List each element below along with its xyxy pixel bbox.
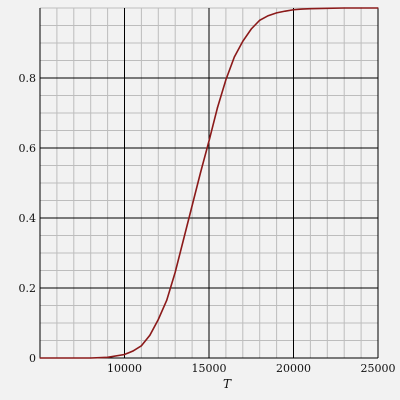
- data-point: [149, 334, 151, 336]
- data-point: [377, 7, 379, 9]
- data-point: [216, 107, 219, 109]
- data-point: [276, 12, 278, 14]
- x-tick-label: 25000: [361, 362, 396, 375]
- y-tick-label: 0: [29, 352, 36, 365]
- data-point: [259, 19, 261, 21]
- data-point: [123, 353, 126, 356]
- data-point: [174, 271, 176, 273]
- data-point: [309, 8, 311, 10]
- data-point: [301, 8, 303, 10]
- data-point: [242, 40, 244, 42]
- x-tick-label: 10000: [107, 362, 142, 375]
- data-point: [157, 318, 159, 321]
- y-tick-label: 0.4: [19, 212, 37, 225]
- y-tick-label: 0.2: [19, 282, 37, 295]
- data-point: [208, 140, 210, 142]
- data-point: [233, 56, 235, 58]
- series-line: [40, 7, 378, 359]
- y-tick-label: 0.6: [19, 142, 37, 155]
- data-point: [343, 7, 345, 9]
- data-point: [267, 15, 269, 17]
- data-point: [90, 357, 92, 359]
- data-point: [140, 345, 142, 347]
- data-point: [360, 7, 362, 9]
- x-tick-label: 20000: [276, 362, 311, 375]
- data-point: [132, 350, 134, 352]
- data-point: [292, 9, 295, 11]
- data-point: [107, 356, 109, 358]
- x-axis-label: T: [223, 377, 232, 391]
- data-point: [166, 299, 168, 301]
- data-point: [199, 171, 202, 174]
- data-point: [39, 357, 41, 359]
- y-tick-label: 0.8: [19, 72, 37, 85]
- x-tick-label: 15000: [192, 362, 227, 375]
- data-point: [183, 238, 185, 240]
- data-point: [326, 7, 328, 9]
- data-point: [250, 28, 252, 30]
- data-point: [284, 10, 286, 12]
- data-point: [191, 205, 193, 207]
- data-point: [225, 79, 227, 81]
